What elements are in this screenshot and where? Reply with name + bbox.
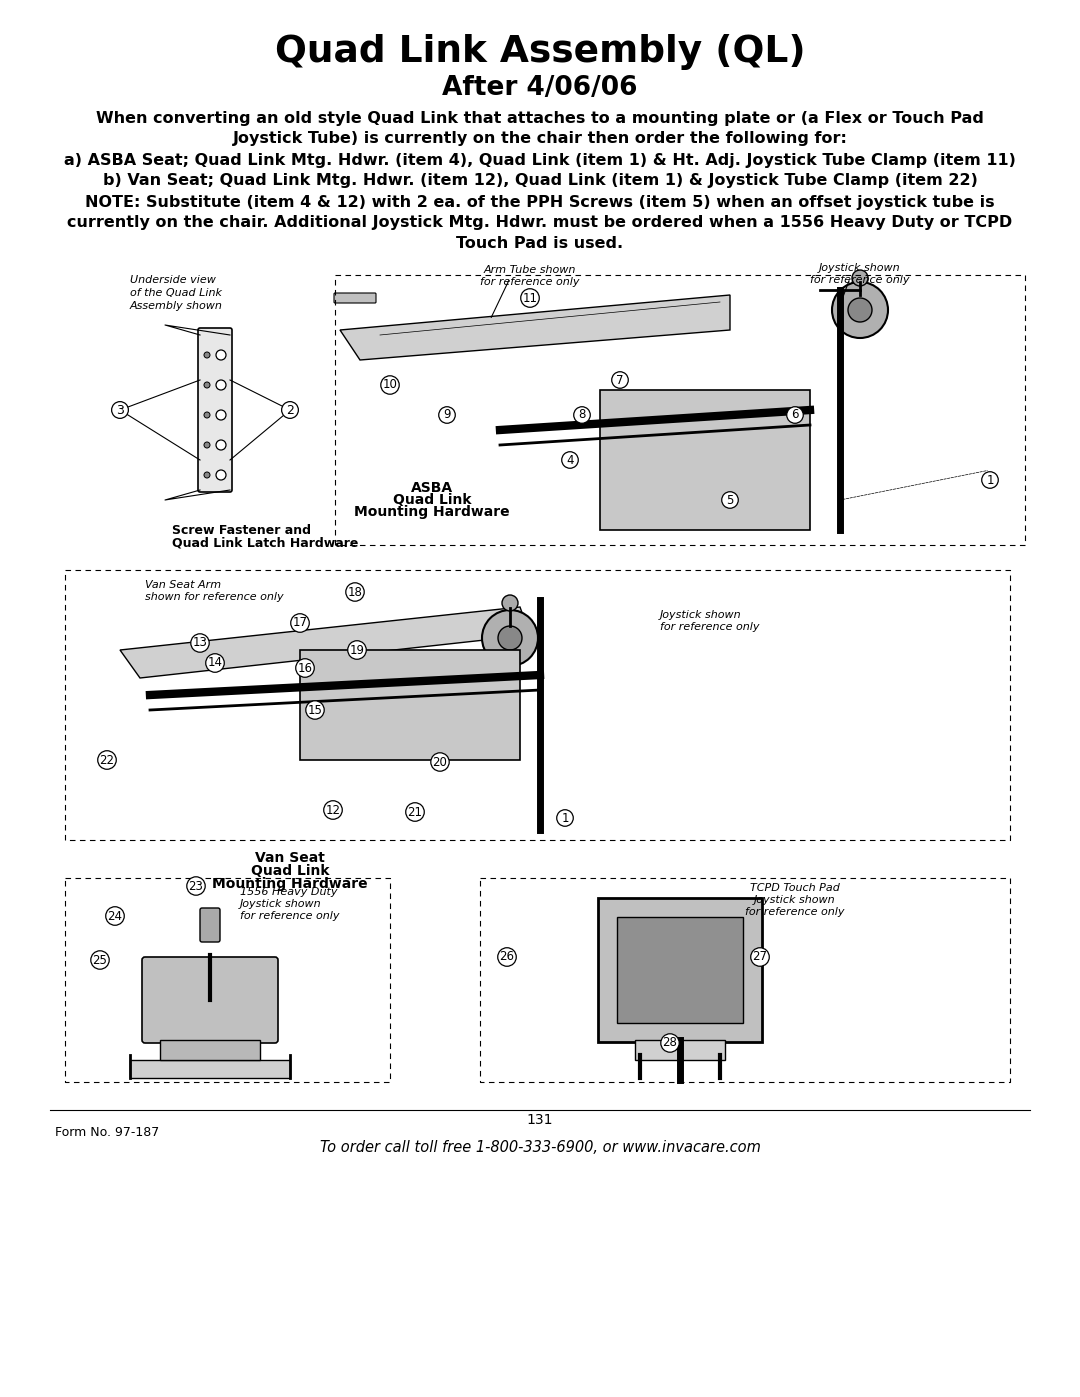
Text: 16: 16 (297, 662, 312, 675)
Polygon shape (120, 608, 530, 678)
Text: When converting an old style Quad Link that attaches to a mounting plate or (a F: When converting an old style Quad Link t… (96, 110, 984, 126)
Text: Mounting Hardware: Mounting Hardware (212, 877, 368, 891)
Circle shape (204, 441, 210, 448)
Text: Mounting Hardware: Mounting Hardware (354, 504, 510, 520)
Text: for reference only: for reference only (660, 622, 759, 631)
Text: currently on the chair. Additional Joystick Mtg. Hdwr. must be ordered when a 15: currently on the chair. Additional Joyst… (67, 215, 1013, 231)
Text: Form No. 97-187: Form No. 97-187 (55, 1126, 159, 1139)
Text: Quad Link Assembly (QL): Quad Link Assembly (QL) (274, 34, 806, 70)
Text: 1: 1 (562, 812, 569, 824)
Text: 1: 1 (986, 474, 994, 486)
Text: for reference only: for reference only (240, 911, 339, 921)
Text: 7: 7 (617, 373, 624, 387)
Text: 24: 24 (108, 909, 122, 922)
Text: 11: 11 (523, 292, 538, 305)
Text: Joystick shown: Joystick shown (240, 900, 322, 909)
Circle shape (216, 409, 226, 420)
Text: 26: 26 (499, 950, 514, 964)
Text: 18: 18 (348, 585, 363, 598)
Text: 131: 131 (527, 1113, 553, 1127)
Text: Joystick shown: Joystick shown (820, 263, 901, 272)
FancyBboxPatch shape (130, 1060, 291, 1078)
Text: shown for reference only: shown for reference only (145, 592, 284, 602)
FancyBboxPatch shape (334, 293, 376, 303)
Text: 17: 17 (293, 616, 308, 630)
FancyBboxPatch shape (198, 328, 232, 492)
Text: 15: 15 (308, 704, 323, 717)
Text: Screw Fastener and: Screw Fastener and (172, 524, 311, 536)
Text: 14: 14 (207, 657, 222, 669)
Text: Van Seat: Van Seat (255, 851, 325, 865)
Text: 28: 28 (662, 1037, 677, 1049)
Circle shape (204, 412, 210, 418)
Text: 21: 21 (407, 806, 422, 819)
FancyBboxPatch shape (635, 1039, 725, 1060)
Text: Joystick shown: Joystick shown (660, 610, 742, 620)
Text: 23: 23 (189, 880, 203, 893)
Text: 1556 Heavy Duty: 1556 Heavy Duty (240, 887, 337, 897)
Text: To order call toll free 1-800-333-6900, or www.invacare.com: To order call toll free 1-800-333-6900, … (320, 1140, 760, 1155)
Text: Arm Tube shown: Arm Tube shown (484, 265, 577, 275)
Circle shape (482, 610, 538, 666)
Circle shape (216, 351, 226, 360)
Circle shape (832, 282, 888, 338)
Text: Underside view: Underside view (130, 275, 216, 285)
Text: of the Quad Link: of the Quad Link (130, 288, 222, 298)
Text: 19: 19 (350, 644, 365, 657)
Text: a) ASBA Seat; Quad Link Mtg. Hdwr. (item 4), Quad Link (item 1) & Ht. Adj. Joyst: a) ASBA Seat; Quad Link Mtg. Hdwr. (item… (64, 152, 1016, 168)
Text: Quad Link: Quad Link (393, 493, 471, 507)
Text: Quad Link Latch Hardware: Quad Link Latch Hardware (172, 536, 359, 549)
Text: 12: 12 (325, 803, 340, 816)
FancyBboxPatch shape (300, 650, 519, 760)
Text: b) Van Seat; Quad Link Mtg. Hdwr. (item 12), Quad Link (item 1) & Joystick Tube : b) Van Seat; Quad Link Mtg. Hdwr. (item … (103, 173, 977, 189)
Text: 25: 25 (93, 954, 107, 967)
Text: NOTE: Substitute (item 4 & 12) with 2 ea. of the PPH Screws (item 5) when an off: NOTE: Substitute (item 4 & 12) with 2 ea… (85, 194, 995, 210)
Circle shape (204, 381, 210, 388)
Circle shape (216, 380, 226, 390)
FancyBboxPatch shape (600, 390, 810, 529)
Text: Touch Pad is used.: Touch Pad is used. (457, 236, 623, 251)
Text: Quad Link: Quad Link (251, 863, 329, 877)
FancyBboxPatch shape (141, 957, 278, 1044)
Circle shape (216, 469, 226, 481)
Text: for reference only: for reference only (481, 277, 580, 286)
Circle shape (204, 472, 210, 478)
Circle shape (498, 626, 522, 650)
Text: 20: 20 (433, 756, 447, 768)
Text: TCPD Touch Pad: TCPD Touch Pad (751, 883, 840, 893)
Circle shape (204, 352, 210, 358)
Text: 3: 3 (116, 404, 124, 416)
FancyBboxPatch shape (617, 916, 743, 1023)
Text: 27: 27 (753, 950, 768, 964)
Text: 5: 5 (727, 493, 733, 507)
Text: ASBA: ASBA (410, 481, 454, 495)
Text: 13: 13 (192, 637, 207, 650)
Circle shape (852, 270, 868, 286)
Circle shape (502, 595, 518, 610)
FancyBboxPatch shape (200, 908, 220, 942)
Text: for reference only: for reference only (810, 275, 909, 285)
Text: Van Seat Arm: Van Seat Arm (145, 580, 221, 590)
Text: 22: 22 (99, 753, 114, 767)
Text: 10: 10 (382, 379, 397, 391)
Text: Joystick shown: Joystick shown (754, 895, 836, 905)
Text: Assembly shown: Assembly shown (130, 300, 222, 312)
Text: Joystick Tube) is currently on the chair then order the following for:: Joystick Tube) is currently on the chair… (232, 131, 848, 147)
Polygon shape (340, 295, 730, 360)
Text: 8: 8 (578, 408, 585, 422)
Circle shape (848, 298, 872, 321)
Text: After 4/06/06: After 4/06/06 (442, 75, 638, 101)
Circle shape (216, 440, 226, 450)
Text: 9: 9 (443, 408, 450, 422)
Text: for reference only: for reference only (745, 907, 845, 916)
Text: 6: 6 (792, 408, 799, 422)
FancyBboxPatch shape (598, 898, 762, 1042)
Text: 2: 2 (286, 404, 294, 416)
FancyBboxPatch shape (160, 1039, 260, 1060)
Text: 4: 4 (566, 454, 573, 467)
